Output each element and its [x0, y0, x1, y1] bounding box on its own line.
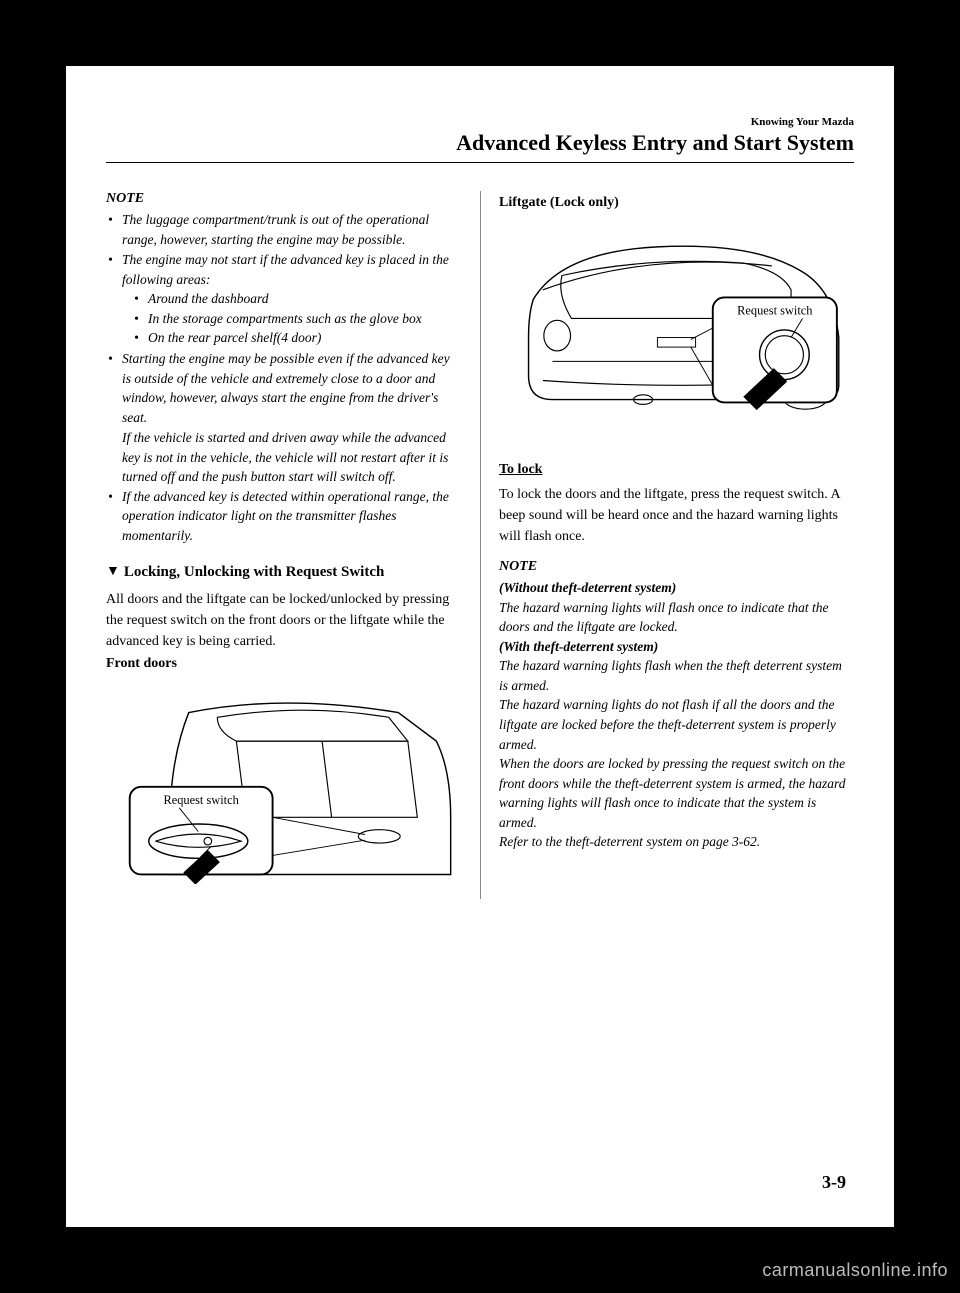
note-list: The luggage compartment/trunk is out of … [106, 210, 462, 427]
note-item: The luggage compartment/trunk is out of … [106, 210, 462, 249]
page-header: Knowing Your Mazda Advanced Keyless Entr… [106, 116, 854, 163]
note-body: The hazard warning lights do not flash i… [499, 695, 854, 754]
right-column: Liftgate (Lock only) [480, 191, 854, 899]
note-item: The engine may not start if the advanced… [106, 250, 462, 348]
note-item: If the advanced key is detected within o… [106, 487, 462, 546]
note-continue: If the vehicle is started and driven awa… [106, 428, 462, 487]
header-title: Advanced Keyless Entry and Start System [106, 130, 854, 156]
note-subitem: In the storage compartments such as the … [134, 309, 462, 329]
section-subhead: ▼ Locking, Unlocking with Request Switch [106, 564, 462, 581]
liftgate-figure: Request switch [499, 223, 854, 433]
body-paragraph: All doors and the liftgate can be locked… [106, 589, 462, 652]
note-subhead: (With theft-deterrent system) [499, 637, 854, 657]
note-list: If the advanced key is detected within o… [106, 487, 462, 546]
note-body: The hazard warning lights will flash onc… [499, 598, 854, 637]
note-item: Starting the engine may be possible even… [106, 349, 462, 427]
note-body: Refer to the theft-deterrent system on p… [499, 832, 854, 852]
front-doors-label: Front doors [106, 656, 462, 672]
callout-label: Request switch [737, 304, 813, 318]
manual-page: Knowing Your Mazda Advanced Keyless Entr… [66, 66, 894, 1227]
header-section: Knowing Your Mazda [106, 116, 854, 128]
liftgate-label: Liftgate (Lock only) [499, 195, 854, 211]
page-number: 3-9 [822, 1172, 846, 1193]
front-door-figure: Request switch [106, 684, 462, 884]
left-column: NOTE The luggage compartment/trunk is ou… [106, 191, 480, 899]
watermark: carmanualsonline.info [762, 1260, 948, 1281]
content-columns: NOTE The luggage compartment/trunk is ou… [106, 191, 854, 899]
note-subitem: Around the dashboard [134, 289, 462, 309]
callout-label: Request switch [164, 793, 240, 807]
to-lock-body: To lock the doors and the liftgate, pres… [499, 484, 854, 547]
subhead-text: Locking, Unlocking with Request Switch [124, 564, 384, 581]
note-body: When the doors are locked by pressing th… [499, 754, 854, 832]
note-heading: NOTE [106, 191, 462, 207]
down-triangle-icon: ▼ [106, 564, 120, 580]
note-sublist: Around the dashboard In the storage comp… [122, 289, 462, 348]
to-lock-heading: To lock [499, 462, 854, 478]
note-text: The engine may not start if the advanced… [122, 252, 449, 287]
note-heading: NOTE [499, 559, 854, 575]
note-block: (Without theft-deterrent system) The haz… [499, 578, 854, 852]
note-subitem: On the rear parcel shelf(4 door) [134, 328, 462, 348]
note-subhead: (Without theft-deterrent system) [499, 578, 854, 598]
note-body: The hazard warning lights flash when the… [499, 656, 854, 695]
